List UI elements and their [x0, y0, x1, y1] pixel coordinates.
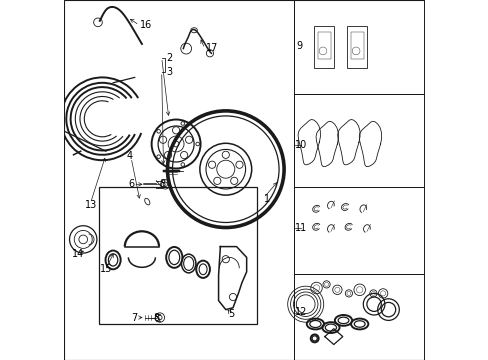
Bar [294, 187, 424, 274]
Bar [294, 94, 424, 187]
Text: 10: 10 [295, 140, 307, 150]
Text: 2: 2 [166, 53, 172, 63]
Text: 16: 16 [140, 20, 152, 30]
Text: 14: 14 [72, 249, 84, 259]
Text: 9: 9 [296, 41, 302, 51]
Text: 5: 5 [228, 309, 234, 319]
Bar [294, 274, 424, 360]
Text: 1: 1 [264, 194, 270, 204]
Text: 3: 3 [166, 67, 172, 77]
Text: 17: 17 [205, 43, 218, 53]
Text: 8: 8 [159, 179, 165, 189]
Bar [99, 187, 257, 324]
Text: 8: 8 [153, 312, 160, 323]
Text: 4: 4 [126, 150, 133, 161]
Text: 11: 11 [295, 222, 307, 233]
Text: 6: 6 [128, 179, 134, 189]
Text: 15: 15 [100, 264, 112, 274]
Text: 13: 13 [85, 200, 98, 210]
Text: 12: 12 [295, 307, 307, 317]
Bar [294, 0, 424, 94]
Text: 7: 7 [131, 312, 137, 323]
